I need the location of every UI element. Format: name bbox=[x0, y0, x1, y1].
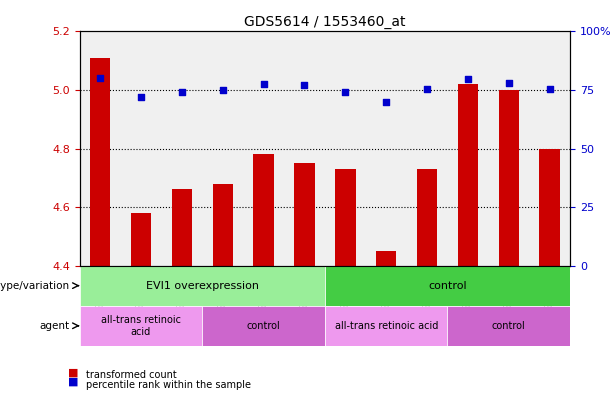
Text: all-trans retinoic
acid: all-trans retinoic acid bbox=[101, 315, 181, 336]
Title: GDS5614 / 1553460_at: GDS5614 / 1553460_at bbox=[244, 15, 406, 29]
Bar bbox=[376, 251, 397, 266]
Text: all-trans retinoic acid: all-trans retinoic acid bbox=[335, 321, 438, 331]
Bar bbox=[131, 213, 151, 266]
Point bbox=[136, 94, 146, 100]
FancyBboxPatch shape bbox=[325, 306, 447, 346]
Point bbox=[95, 75, 105, 81]
Bar bbox=[213, 184, 233, 266]
Text: ■: ■ bbox=[68, 377, 79, 387]
Bar bbox=[539, 149, 560, 266]
Bar bbox=[458, 84, 478, 266]
Bar bbox=[90, 58, 110, 266]
Text: transformed count: transformed count bbox=[86, 370, 177, 380]
Point bbox=[340, 89, 350, 95]
Text: ■: ■ bbox=[68, 367, 79, 377]
Bar bbox=[335, 169, 356, 266]
Point bbox=[504, 80, 514, 86]
FancyBboxPatch shape bbox=[80, 306, 202, 346]
Text: control: control bbox=[492, 321, 526, 331]
Point bbox=[218, 87, 227, 93]
Point bbox=[422, 86, 432, 92]
Text: EVI1 overexpression: EVI1 overexpression bbox=[146, 281, 259, 291]
Bar bbox=[253, 154, 274, 266]
Bar bbox=[498, 90, 519, 266]
Point bbox=[545, 86, 555, 92]
Point bbox=[300, 82, 310, 88]
Point bbox=[259, 81, 268, 87]
FancyBboxPatch shape bbox=[325, 266, 570, 306]
Point bbox=[381, 99, 391, 105]
Text: control: control bbox=[428, 281, 467, 291]
FancyBboxPatch shape bbox=[447, 306, 570, 346]
Text: agent: agent bbox=[40, 321, 70, 331]
Bar bbox=[172, 189, 192, 266]
Bar bbox=[294, 163, 314, 266]
Bar bbox=[417, 169, 437, 266]
FancyBboxPatch shape bbox=[80, 266, 325, 306]
Point bbox=[463, 76, 473, 83]
FancyBboxPatch shape bbox=[202, 306, 325, 346]
Text: percentile rank within the sample: percentile rank within the sample bbox=[86, 380, 251, 390]
Text: control: control bbox=[246, 321, 281, 331]
Point bbox=[177, 89, 187, 95]
Text: genotype/variation: genotype/variation bbox=[0, 281, 70, 291]
